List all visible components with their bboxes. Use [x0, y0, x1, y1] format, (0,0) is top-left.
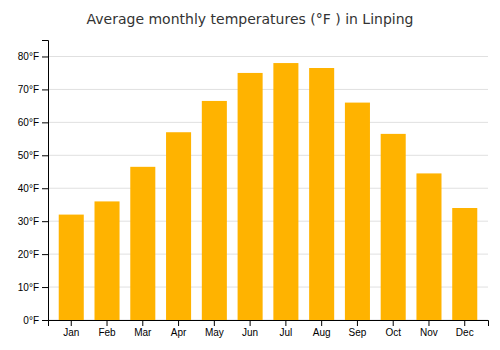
y-axis: 0°F 10°F 20°F 30°F 40°F 50°F 60°F 70°F 80°F — [18, 41, 49, 326]
tick: 30°F — [18, 216, 48, 227]
tick-label: Nov — [420, 327, 438, 338]
tick-label: 20°F — [18, 249, 39, 260]
tick: Dec — [456, 320, 474, 338]
tick: Jun — [242, 320, 258, 338]
tick: Sep — [349, 320, 367, 338]
tick: 50°F — [18, 150, 48, 161]
tick: Apr — [171, 320, 187, 338]
tick-label: Mar — [134, 327, 152, 338]
tick-label: Apr — [171, 327, 187, 338]
bar — [416, 173, 441, 320]
grid-line — [48, 155, 488, 156]
tick: 0°F — [23, 315, 48, 326]
tick-label: Aug — [313, 327, 331, 338]
tick-mark — [107, 320, 108, 326]
tick-label: 30°F — [18, 216, 39, 227]
tick-label: 0°F — [23, 315, 39, 326]
tick-mark — [142, 320, 143, 326]
tick-mark — [393, 320, 394, 326]
tick-mark — [42, 287, 48, 288]
grid-line — [48, 89, 488, 90]
tick-mark — [428, 320, 429, 326]
tick-label: 70°F — [18, 84, 39, 95]
bar — [130, 167, 155, 320]
bar — [309, 68, 334, 320]
grid-line — [48, 122, 488, 123]
tick-mark — [42, 254, 48, 255]
tick-mark — [357, 320, 358, 326]
tick-label: Jul — [279, 327, 292, 338]
tick-mark — [42, 320, 48, 321]
tick-mark — [42, 221, 48, 222]
tick-label: Sep — [349, 327, 367, 338]
bar — [381, 134, 406, 320]
tick-label: May — [205, 327, 224, 338]
tick-label: 80°F — [18, 51, 39, 62]
tick: 40°F — [18, 183, 48, 194]
tick: 80°F — [18, 51, 48, 62]
tick: Nov — [420, 320, 438, 338]
bar — [345, 103, 370, 320]
plot: 0°F 10°F 20°F 30°F 40°F 50°F 60°F 70°F 80°F Jan Fe… — [18, 41, 489, 339]
x-axis: Jan Feb Mar Apr May Jun Jul Aug Sep Oct Nov Dec — [49, 320, 489, 338]
chart: 0°F 10°F 20°F 30°F 40°F 50°F 60°F 70°F 80°F Jan Fe… — [0, 0, 500, 350]
tick-mark — [321, 320, 322, 326]
tick: 10°F — [18, 282, 48, 293]
tick-mark — [42, 155, 48, 156]
bar — [166, 132, 191, 320]
tick: Jan — [63, 320, 79, 338]
tick: Jul — [279, 320, 292, 338]
tick-mark — [464, 320, 465, 326]
tick-mark — [42, 89, 48, 90]
tick-label: Oct — [385, 327, 401, 338]
tick-label: Feb — [98, 327, 116, 338]
tick-label: Jun — [242, 327, 258, 338]
tick-mark — [42, 122, 48, 123]
bar — [238, 73, 263, 320]
tick-mark — [42, 56, 48, 57]
tick-mark — [71, 320, 72, 326]
bar — [95, 201, 120, 320]
tick: Feb — [98, 320, 116, 338]
tick: Oct — [385, 320, 401, 338]
grid-line — [48, 56, 488, 57]
tick-mark — [178, 320, 179, 326]
bars — [59, 63, 478, 320]
bar — [452, 208, 477, 320]
tick-mark — [250, 320, 251, 326]
grid — [48, 56, 488, 320]
tick-mark — [285, 320, 286, 326]
tick-label: 10°F — [18, 282, 39, 293]
tick-label: 60°F — [18, 117, 39, 128]
tick: Mar — [134, 320, 152, 338]
tick: 70°F — [18, 84, 48, 95]
tick: 20°F — [18, 249, 48, 260]
tick-label: 40°F — [18, 183, 39, 194]
tick-label: 50°F — [18, 150, 39, 161]
tick: 60°F — [18, 117, 48, 128]
title: Average monthly temperatures (°F ) in Li… — [87, 11, 414, 27]
tick-label: Dec — [456, 327, 474, 338]
bar — [59, 215, 84, 320]
tick-mark — [42, 188, 48, 189]
axis-line — [49, 321, 489, 327]
tick-label: Jan — [63, 327, 79, 338]
axis-line — [42, 41, 49, 321]
bar — [202, 101, 227, 320]
tick: May — [205, 320, 224, 338]
tick-mark — [214, 320, 215, 326]
bar — [273, 63, 298, 320]
tick: Aug — [313, 320, 331, 338]
